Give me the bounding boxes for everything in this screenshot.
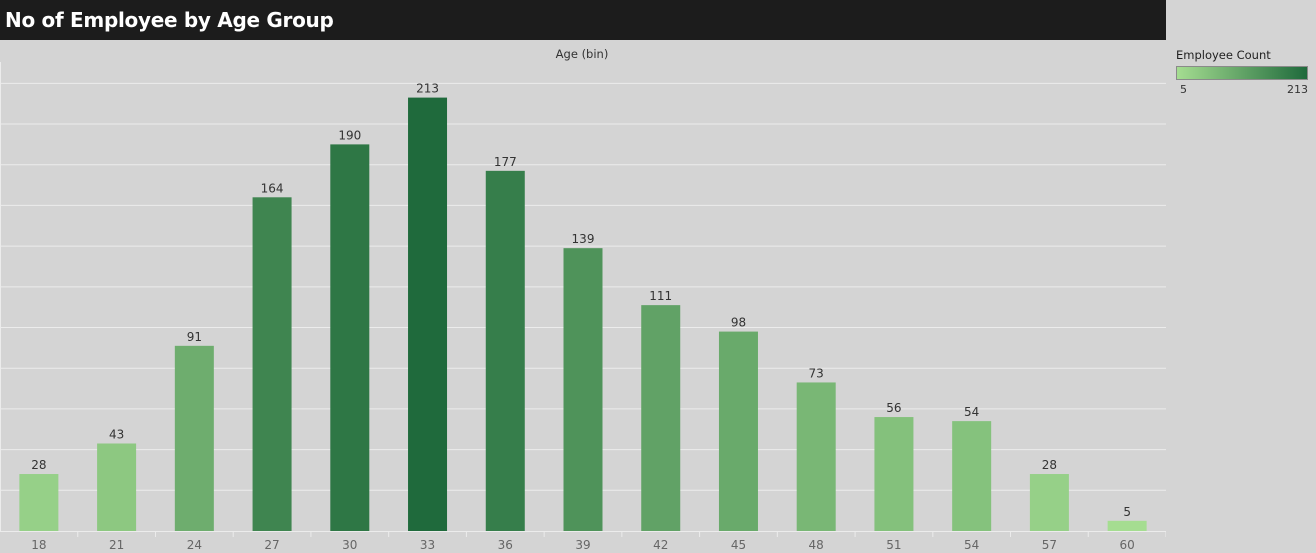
title-bar: No of Employee by Age Group xyxy=(0,0,1166,40)
bar-27[interactable] xyxy=(252,197,292,531)
bar-42[interactable] xyxy=(641,305,681,531)
bars xyxy=(19,97,1147,531)
data-label-51: 56 xyxy=(886,401,901,415)
data-label-54: 54 xyxy=(964,405,979,419)
x-tick-label-39: 39 xyxy=(575,538,590,552)
x-tick-label-60: 60 xyxy=(1119,538,1134,552)
page-title: No of Employee by Age Group xyxy=(5,8,334,32)
x-tick-labels: 18 21 24 27 30 33 36 39 42 45 48 51 54 57 60 xyxy=(31,538,1135,552)
legend-color-ramp xyxy=(1176,66,1308,80)
x-tick-label-21: 21 xyxy=(109,538,124,552)
bar-21[interactable] xyxy=(97,443,137,531)
color-legend: Employee Count 5 213 xyxy=(1176,48,1312,99)
x-tick-label-30: 30 xyxy=(342,538,357,552)
bar-30[interactable] xyxy=(330,144,370,531)
x-tick-label-36: 36 xyxy=(498,538,513,552)
data-label-60: 5 xyxy=(1123,505,1131,519)
data-label-27: 164 xyxy=(261,181,284,195)
data-label-30: 190 xyxy=(338,128,361,142)
data-labels: 28 43 91 164 190 213 177 139 111 98 73 56 54 28 5 xyxy=(31,82,1131,519)
data-label-33: 213 xyxy=(416,82,439,96)
bar-18[interactable] xyxy=(19,474,59,531)
data-label-24: 91 xyxy=(187,330,202,344)
x-tick-label-24: 24 xyxy=(187,538,202,552)
legend-labels: 5 213 xyxy=(1176,83,1312,99)
bar-48[interactable] xyxy=(796,382,836,531)
data-label-18: 28 xyxy=(31,458,46,472)
data-label-21: 43 xyxy=(109,428,124,442)
legend-max-label: 213 xyxy=(1287,83,1308,96)
bar-60[interactable] xyxy=(1107,520,1147,531)
x-tick-label-54: 54 xyxy=(964,538,979,552)
bar-36[interactable] xyxy=(485,170,525,531)
bar-54[interactable] xyxy=(952,421,992,531)
x-tick-label-45: 45 xyxy=(731,538,746,552)
x-tick-label-42: 42 xyxy=(653,538,668,552)
data-label-36: 177 xyxy=(494,155,517,169)
bar-51[interactable] xyxy=(874,417,914,531)
data-label-42: 111 xyxy=(649,289,672,303)
x-tick-label-57: 57 xyxy=(1042,538,1057,552)
x-tick-label-18: 18 xyxy=(31,538,46,552)
x-axis-title: Age (bin) xyxy=(556,47,609,61)
legend-min-label: 5 xyxy=(1180,83,1187,96)
x-tick-label-33: 33 xyxy=(420,538,435,552)
data-label-39: 139 xyxy=(572,232,595,246)
x-tick-label-27: 27 xyxy=(264,538,279,552)
data-label-48: 73 xyxy=(809,366,824,380)
bar-45[interactable] xyxy=(718,331,758,531)
bar-24[interactable] xyxy=(174,345,214,531)
legend-title: Employee Count xyxy=(1176,48,1271,62)
data-label-45: 98 xyxy=(731,316,746,330)
bar-chart: Age (bin) 284391164190213177139111987356… xyxy=(0,47,1166,552)
bar-33[interactable] xyxy=(408,97,448,531)
bar-39[interactable] xyxy=(563,248,603,531)
x-tick-label-51: 51 xyxy=(886,538,901,552)
x-tick-label-48: 48 xyxy=(809,538,824,552)
data-label-57: 28 xyxy=(1042,458,1057,472)
bar-57[interactable] xyxy=(1029,474,1069,531)
